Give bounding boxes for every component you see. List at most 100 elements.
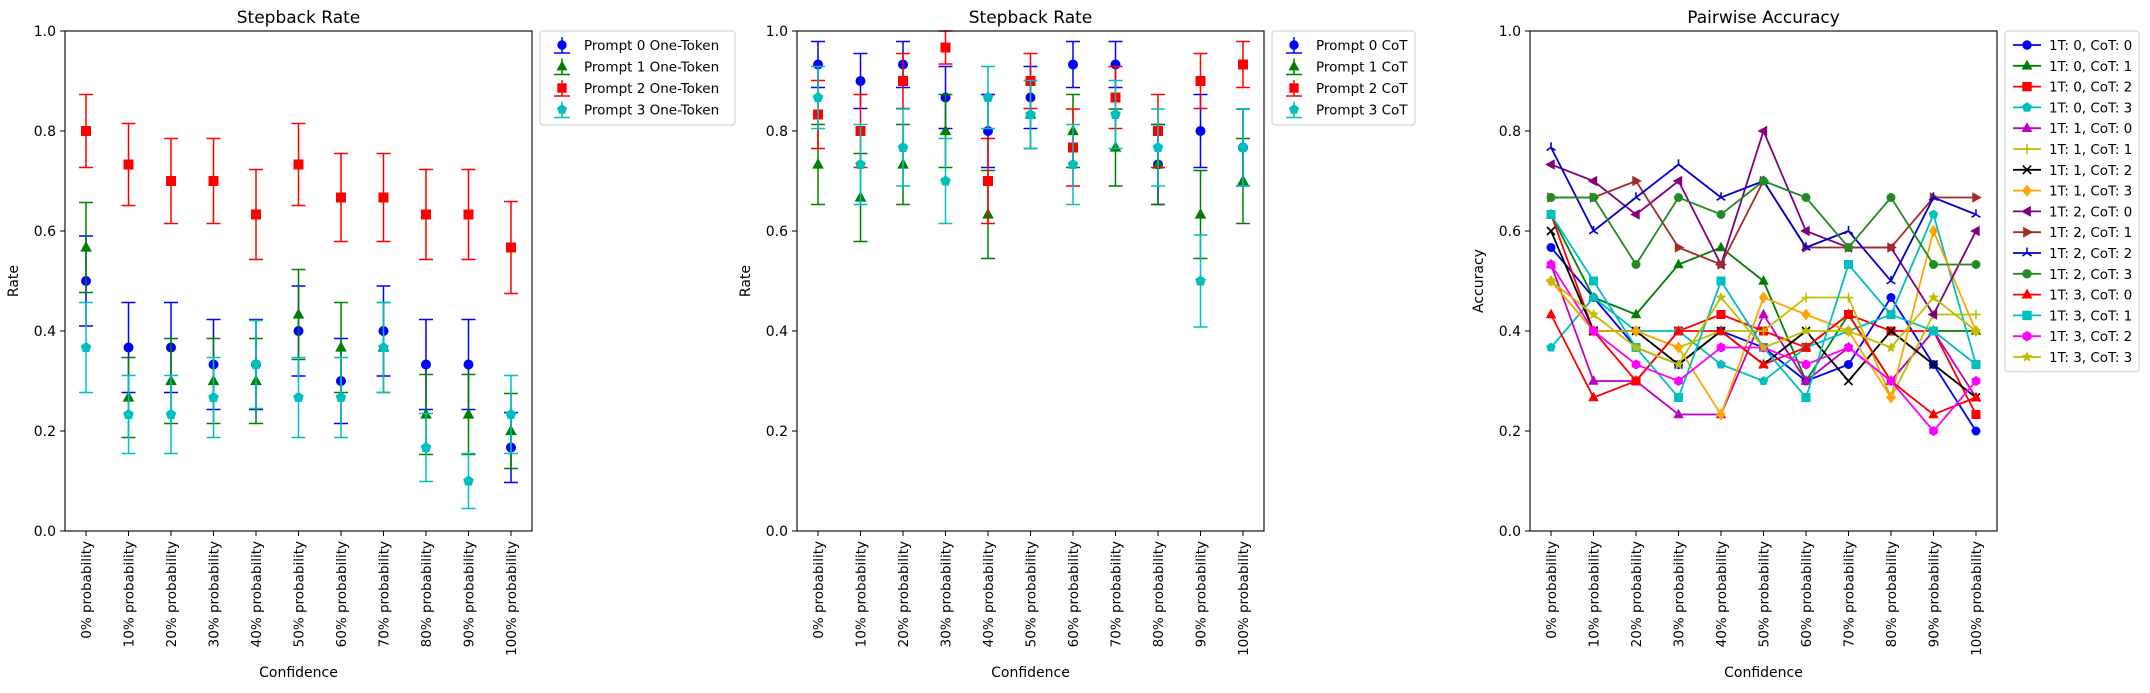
data-point [1970,391,1982,402]
data-point-shape [80,341,92,352]
legend-entry: 1T: 1, CoT: 2 [2013,163,2132,179]
data-point [335,341,347,352]
legend-entry: 1T: 3, CoT: 1 [2013,308,2132,324]
data-point [1971,410,1981,419]
legend-label: 1T: 1, CoT: 3 [2049,184,2132,200]
legend-marker-shape [2021,288,2033,299]
x-axis-label: Confidence [991,665,1070,681]
data-point [812,91,824,102]
data-point-shape [250,358,262,369]
data-point [1194,208,1207,219]
data-point-shape [1195,76,1206,86]
data-point-shape [1927,309,1938,320]
data-point-shape [1630,341,1642,353]
data-point-shape [1843,243,1853,252]
data-point [1673,258,1684,269]
data-point-shape [812,91,824,102]
legend-frame [539,30,736,126]
data-point [1801,359,1811,370]
data-point-shape [1971,360,1981,369]
legend-marker [2021,288,2033,299]
x-tick-label: 30% probability [207,541,223,647]
data-point-shape [1716,359,1726,369]
data-point-d2 [1928,359,1939,370]
data-point-shape [80,241,92,252]
data-point-shape [123,159,134,170]
data-point [1801,242,1811,251]
legend-marker [556,60,568,71]
data-point [1843,292,1854,303]
data-point-c [1550,146,1556,151]
data-point-shape [1674,193,1684,202]
data-point [1970,325,1982,336]
x-tick-label: 80% probability [1884,541,1900,647]
x-tick-label: 40% probability [1714,541,1730,647]
data-point-c [1890,280,1896,285]
data-point-shape [1630,308,1642,319]
data-point-shape [1025,108,1036,119]
data-point-shape [812,158,824,169]
legend-label: Prompt 0 One-Token [584,38,719,54]
data-point-shape [1673,341,1684,354]
series-0 [1546,243,1981,436]
data-point [1971,209,1981,218]
data-point [1546,226,1556,236]
data-point-shape [1970,325,1982,336]
data-point-d2 [1843,376,1854,386]
data-point-shape [1801,393,1811,402]
legend-entry: 1T: 3, CoT: 3 [2013,350,2132,366]
data-point-shape [1886,391,1896,404]
data-point [1971,376,1981,386]
data-point [855,158,866,169]
data-point [1715,325,1727,335]
y-tick-label: 0.6 [1499,224,1521,240]
data-point [1067,59,1078,70]
legend-entry: Prompt 1 One-Token [554,58,719,76]
data-point-shape [420,359,431,370]
data-point-shape [1631,260,1641,269]
data-point [1195,126,1206,136]
data-point [1716,276,1726,286]
data-point-shape [1800,375,1812,385]
legend-marker [2021,351,2033,362]
x-tick-label: 0% probability [811,541,827,639]
data-point-shape [897,141,909,152]
data-point [940,175,951,186]
legend-marker [2022,184,2032,197]
subplot-2: Pairwise Accuracy 0.0 0.2 0.4 0.6 0.8 1.0 0% pr… [1471,8,2140,681]
data-point [208,391,219,402]
data-point [462,408,475,419]
legend: Prompt 0 One-Token Prompt 1 One-Token Prom… [539,30,736,126]
data-point [1886,376,1896,386]
data-point [1546,259,1556,270]
legend-marker-shape [2022,310,2032,321]
legend-entry: 1T: 0, CoT: 3 [2013,100,2132,116]
legend-marker [2023,226,2034,238]
data-point [1887,242,1897,253]
data-point-shape [166,176,177,186]
legend-marker-shape [2022,102,2032,112]
data-point [1843,360,1853,369]
data-point-shape [1971,260,1981,269]
data-point-shape [1971,376,1981,386]
data-point-shape [1672,175,1683,187]
data-point-shape [1886,193,1896,202]
data-point-c [1720,196,1726,201]
legend-label: 1T: 1, CoT: 0 [2049,121,2132,137]
y-tick-label: 0.4 [34,324,56,340]
data-point [1195,275,1206,286]
series-3 [79,301,518,510]
legend-label: Prompt 1 CoT [1316,60,1408,76]
legend-entry: Prompt 3 One-Token [554,101,719,119]
data-point [1717,259,1727,270]
data-point-shape [378,192,389,203]
legend-entry: 1T: 2, CoT: 1 [2013,225,2132,241]
x-axis-label: Confidence [1724,665,1803,681]
y-tick-label: 1.0 [34,24,56,40]
legend-marker-shape [2021,351,2033,362]
data-point [1928,209,1939,219]
data-point-c [1593,230,1599,235]
y-tick-label: 0.4 [1499,324,1521,340]
data-point [1632,175,1642,187]
series-8 [1545,125,1980,320]
